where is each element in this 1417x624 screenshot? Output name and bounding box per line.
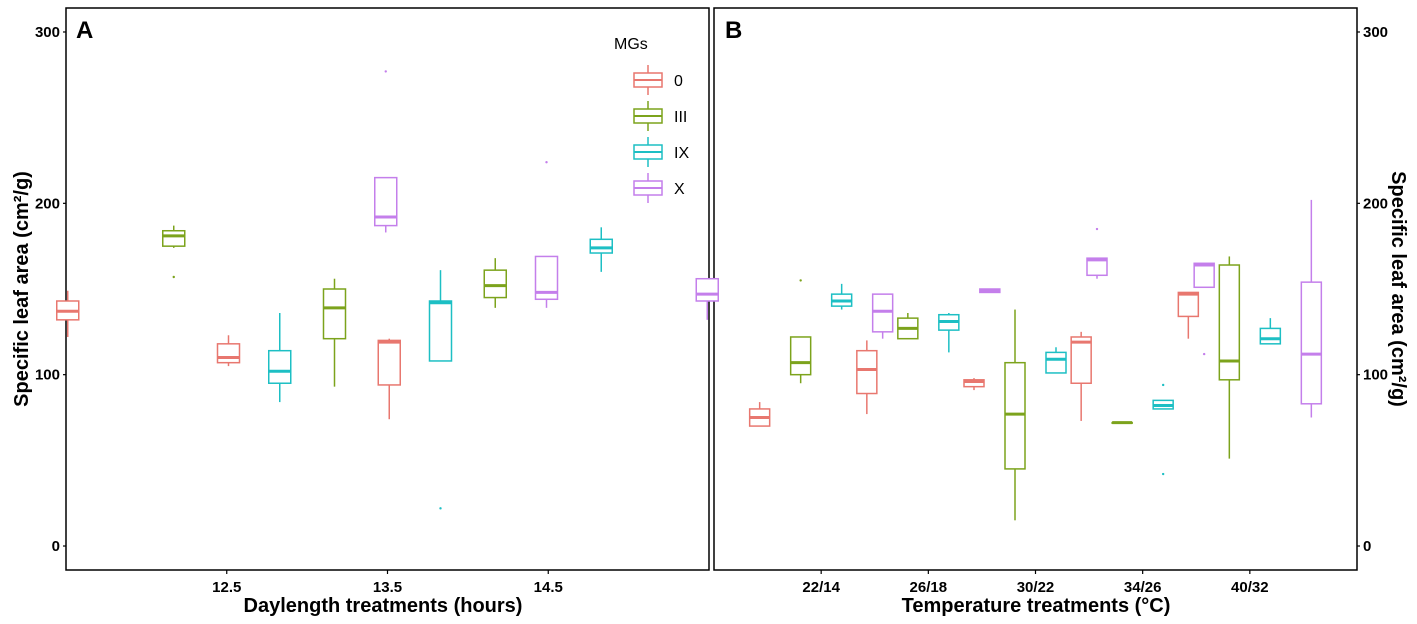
box-body [871, 293, 894, 333]
legend-label-III: III [674, 109, 687, 126]
panel-a-y-tick-label: 200 [35, 195, 60, 212]
x-axis-title-b: Temperature treatments (°C) [902, 595, 1171, 617]
panel-a-y-tick-label: 0 [52, 538, 60, 555]
outlier-point [1161, 472, 1165, 476]
panel-a-box-0-13.5 [216, 335, 241, 367]
box-body [428, 300, 453, 362]
panel-b-x-tick-label: 22/14 [802, 579, 840, 596]
box-body [963, 379, 985, 388]
panel-a-label: A [76, 17, 93, 44]
panel-a-box-IX-13.5 [428, 270, 453, 510]
legend-label-X: X [674, 181, 685, 198]
panel-b-y-tick-label: 0 [1363, 538, 1371, 555]
panel-b-box-X-22/14 [871, 293, 894, 339]
legend: MGs 0 III IX X [614, 36, 689, 203]
panel-a-box-IX-12.5 [268, 312, 292, 403]
box-body [1193, 262, 1215, 289]
outlier-point [439, 507, 442, 510]
panel-b-y-tick-label: 100 [1363, 367, 1388, 384]
panel-b-x-tick-label: 30/22 [1017, 579, 1055, 596]
panel-a-box-III-14.5 [483, 258, 507, 308]
box-body [1259, 327, 1282, 345]
legend-title: MGs [614, 36, 648, 53]
panel-b-box-IX-34/26 [1152, 383, 1174, 476]
outlier-point [799, 279, 802, 282]
panel-a-box-III-13.5 [322, 278, 347, 387]
panel-a-box-X-14.5 [695, 277, 719, 320]
box-body [695, 277, 719, 302]
panel-b-box-X-26/18 [979, 288, 1001, 294]
panel-b-box-IX-22/14 [830, 283, 853, 310]
panel-b-box-IX-30/22 [1045, 347, 1067, 374]
panel-b-box-0-22/14 [748, 402, 771, 427]
panel-b-y-tick-label: 200 [1363, 195, 1388, 212]
panel-a-x-tick-label: 13.5 [373, 579, 402, 596]
box-body [216, 343, 241, 364]
panel-b-box-III-30/22 [1004, 309, 1026, 521]
panel-a-x-tick-label: 12.5 [212, 579, 241, 596]
outlier-point [172, 275, 175, 279]
box-body [1086, 257, 1108, 277]
panel-a-box-0-12.5 [56, 290, 80, 337]
panel-b-y-tick-label: 300 [1363, 24, 1388, 41]
legend-key-IX [633, 137, 663, 167]
box-body [268, 349, 292, 384]
box-body [789, 336, 812, 376]
legend-key-III [633, 101, 663, 131]
panel-b-box-X-34/26 [1193, 262, 1215, 356]
outlier-point [1095, 227, 1099, 231]
outlier-point [1161, 383, 1165, 387]
box-body [1218, 264, 1241, 381]
box-body [856, 349, 878, 395]
panel-b-box-III-34/26 [1111, 421, 1133, 425]
x-axis-title-a: Daylength treatments (hours) [244, 595, 523, 617]
panel-b-box-III-40/32 [1218, 256, 1241, 459]
box-body [1004, 361, 1026, 470]
box-body [374, 176, 398, 227]
panel-b-box-III-22/14 [789, 279, 812, 384]
y-axis-title-left: Specific leaf area (cm²/g) [11, 171, 33, 407]
y-axis-title-right: Specific leaf area (cm²/g) [1387, 171, 1409, 407]
panel-a-y-tick-label: 100 [35, 367, 60, 384]
box-body [1300, 281, 1323, 405]
box-body [1070, 336, 1092, 384]
panel-b-box-X-40/32 [1300, 199, 1323, 418]
panel-b-label: B [725, 17, 742, 44]
panel-a-box-0-14.5 [377, 338, 401, 420]
panel-a-box-X-13.5 [534, 161, 559, 308]
legend-key-X [633, 173, 663, 203]
panel-b-x-tick-label: 26/18 [910, 579, 948, 596]
box-body [534, 255, 559, 301]
outlier-point [384, 70, 387, 73]
box-body [589, 238, 613, 254]
panel-a-y-tick-label: 300 [35, 24, 60, 41]
box-body [322, 288, 347, 340]
box-body [1045, 351, 1067, 374]
outlier-point [545, 161, 548, 164]
panel-a-box-III-12.5 [162, 225, 186, 279]
box-body [1177, 291, 1200, 318]
outlier-point [1202, 352, 1206, 356]
panel-b-x-tick-label: 34/26 [1124, 579, 1162, 596]
panel-b-box-0-26/18 [856, 340, 878, 415]
legend-key-0 [633, 65, 663, 95]
box-body [377, 339, 401, 386]
panel-b-box-X-30/22 [1086, 227, 1108, 279]
panel-b-box-0-30/22 [963, 378, 985, 391]
panel-a-box-X-12.5 [374, 70, 398, 233]
panel-a-box-IX-14.5 [589, 227, 613, 272]
legend-label-IX: IX [674, 145, 689, 162]
legend-label-0: 0 [674, 73, 683, 90]
panel-b-box-IX-26/18 [938, 312, 960, 353]
panel-b-box-III-26/18 [897, 312, 919, 340]
panel-b-box-0-40/32 [1177, 291, 1200, 339]
panel-b-box-0-34/26 [1070, 331, 1092, 421]
panel-b-box-IX-40/32 [1259, 318, 1282, 345]
panel-b-x-tick-label: 40/32 [1231, 579, 1269, 596]
box-body [162, 229, 186, 247]
box-body [483, 269, 507, 299]
panel-a-x-tick-label: 14.5 [534, 579, 563, 596]
